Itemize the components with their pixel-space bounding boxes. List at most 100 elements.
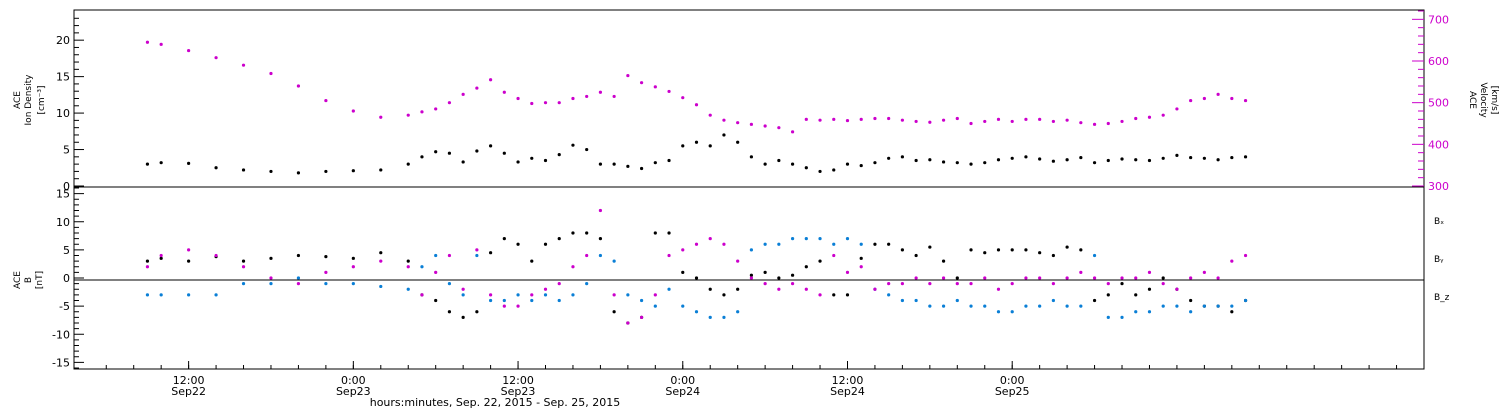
density-point (667, 158, 671, 163)
bx-point (269, 256, 273, 260)
bz-point (639, 315, 644, 319)
by-point (571, 293, 575, 297)
density-tick-label: 10 (56, 107, 70, 120)
by-point (914, 298, 918, 303)
bz-point (983, 276, 987, 280)
bx-point (777, 276, 781, 280)
velocity-label-name: Velocity (1478, 82, 1488, 118)
by-point (1202, 304, 1206, 308)
density-tick-label: 5 (63, 144, 70, 157)
by-point (516, 293, 520, 297)
density-point (777, 158, 781, 163)
density-point (543, 158, 548, 163)
by-point (859, 242, 863, 246)
bx-point (612, 310, 616, 314)
bx-point (1038, 251, 1042, 255)
bx-point (543, 242, 548, 246)
bx-point (736, 287, 740, 291)
bz-point (598, 208, 603, 213)
bottom-panel-frame (73, 186, 1425, 370)
bx-point (859, 256, 863, 260)
bx-point (145, 259, 150, 263)
bz-point (804, 287, 808, 291)
bx-point (804, 265, 808, 269)
density-point (461, 160, 465, 164)
velocity-point (1010, 119, 1014, 124)
density-point (187, 161, 191, 165)
density-point (516, 160, 520, 164)
b-tick-label: 0 (63, 272, 70, 285)
by-point (1216, 304, 1220, 308)
by-point (1065, 304, 1069, 308)
density-point (488, 144, 493, 148)
bx-point (516, 242, 520, 246)
bz-point (736, 259, 740, 263)
bz-point (1051, 282, 1055, 286)
density-point (1243, 155, 1248, 159)
by-point (461, 293, 465, 297)
bx-point (1230, 310, 1234, 314)
velocity-point (187, 48, 191, 53)
by-point (214, 293, 218, 297)
by-point (681, 304, 685, 308)
bx-point (708, 287, 712, 291)
bx-point (1024, 248, 1028, 252)
velocity-point (763, 124, 767, 128)
by-point (1175, 304, 1179, 308)
x-tick-date: Sep24 (830, 385, 865, 398)
velocity-point (1243, 98, 1248, 103)
velocity-point (914, 119, 918, 124)
density-point (653, 161, 657, 165)
velocity-point (969, 121, 973, 126)
velocity-point (1120, 119, 1124, 124)
bz-point (859, 265, 863, 269)
density-point (1230, 155, 1234, 160)
bx-point (1120, 282, 1124, 286)
by-point (1024, 304, 1028, 308)
velocity-point (145, 40, 150, 44)
velocity-point (530, 101, 534, 106)
bx-point (296, 253, 301, 258)
velocity-point (1038, 117, 1042, 121)
velocity-point (585, 94, 589, 99)
bx-point (1134, 293, 1138, 297)
velocity-tick-label: 700 (1428, 13, 1449, 26)
by-point (269, 282, 273, 286)
x-tick-time: 0:00 (1000, 374, 1025, 387)
velocity-point (543, 101, 548, 105)
density-point (1106, 158, 1110, 163)
velocity-point (1134, 116, 1138, 121)
x-tick-date: Sep22 (171, 385, 206, 398)
by-point (804, 237, 808, 241)
velocity-point (1189, 98, 1193, 103)
bx-point (845, 293, 850, 297)
velocity-point (159, 42, 163, 46)
velocity-point (1161, 113, 1165, 117)
velocity-point (722, 118, 726, 122)
density-tick-label: 15 (56, 71, 70, 84)
bx-point (722, 293, 726, 297)
bz-point (516, 304, 520, 308)
density-point (1175, 153, 1179, 157)
velocity-point (1216, 92, 1220, 96)
velocity-point (1202, 96, 1206, 101)
bz-point (653, 293, 657, 297)
bz-point (145, 265, 150, 269)
bz-point (708, 237, 712, 241)
velocity-point (379, 115, 383, 119)
bx-point (763, 270, 767, 274)
by-point (955, 298, 959, 303)
density-point (434, 150, 438, 154)
by-point (736, 310, 740, 314)
bz-point (159, 253, 163, 258)
by-point (241, 282, 246, 286)
bx-point (488, 251, 493, 255)
velocity-point (447, 101, 452, 105)
density-point (941, 160, 946, 164)
density-point (749, 155, 754, 159)
bx-point (928, 245, 932, 249)
by-point (626, 293, 630, 297)
density-point (214, 166, 218, 170)
by-point (1079, 304, 1083, 308)
velocity-point (1065, 118, 1069, 122)
